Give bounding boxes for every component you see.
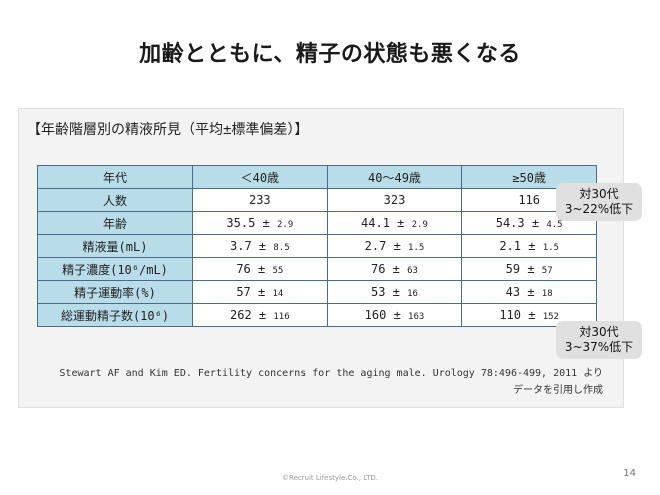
callout-total-motile: 対30代 3~37%低下	[556, 321, 642, 359]
cell-mean: 76	[236, 262, 251, 276]
header-cell: 年代	[37, 165, 193, 189]
cell-mean: 35.5	[226, 216, 256, 230]
cell-sd: 18	[541, 289, 553, 299]
row-label: 精子濃度(10⁶/mL)	[37, 257, 193, 281]
footer-copyright: ©Recruit Lifestyle.Co., LTD.	[281, 474, 379, 482]
cell-sd: 116	[273, 312, 290, 322]
table-cell: 2.1 ± 1.5	[461, 234, 597, 258]
cell-sd: 8.5	[273, 243, 290, 253]
table-header-row: 年代 ＜40歳 40〜49歳 ≥50歳	[37, 165, 597, 189]
table-cell: 76 ± 55	[192, 257, 328, 281]
cell-mean: 110	[499, 308, 522, 322]
row-label: 年齢	[37, 211, 193, 235]
row-label: 精液量(mL)	[37, 234, 193, 258]
cell-mean: 2.1	[499, 239, 522, 253]
callout-line-2: 3~22%低下	[564, 202, 634, 216]
cell-mean: 233	[248, 193, 271, 207]
slide-title: 加齢とともに、精子の状態も悪くなる	[139, 42, 521, 67]
cell-mean: 3.7	[230, 239, 252, 253]
cell-mean: 323	[383, 193, 406, 207]
cell-mean: 43	[505, 285, 521, 299]
table-row: 精子運動率(%) 57 ± 14 53 ± 16 43 ± 18	[37, 280, 597, 304]
table-cell: 233	[192, 188, 328, 212]
header-cell: ＜40歳	[192, 165, 328, 189]
panel-heading: 【年齢階層別の精液所見（平均±標準偏差）】	[27, 122, 309, 138]
cell-sd: 2.9	[411, 220, 428, 230]
cell-sd: 1.5	[542, 243, 559, 253]
table-cell: 3.7 ± 8.5	[192, 234, 328, 258]
table-cell: 2.7 ± 1.5	[326, 234, 463, 258]
row-label: 精子運動率(%)	[37, 280, 193, 304]
header-cell: ≥50歳	[461, 165, 597, 189]
cell-sd: 57	[541, 266, 553, 276]
table-cell: 323	[326, 188, 463, 212]
cell-sd: 152	[542, 312, 559, 322]
table-row: 人数 233 323 116	[37, 188, 597, 212]
cell-sd: 4.5	[546, 220, 563, 230]
cell-sd: 14	[272, 289, 284, 299]
table-cell: 262 ± 116	[192, 303, 328, 327]
cell-mean: 160	[364, 308, 387, 322]
cell-mean: 2.7	[364, 239, 387, 253]
table-panel: 【年齢階層別の精液所見（平均±標準偏差）】 年代 ＜40歳 40〜49歳 ≥50…	[18, 108, 624, 408]
semen-findings-table: 年代 ＜40歳 40〜49歳 ≥50歳 人数 233 323 116 年齢 35…	[37, 165, 597, 327]
cell-mean: 76	[370, 262, 386, 276]
citation: Stewart AF and Kim ED. Fertility concern…	[59, 365, 603, 399]
callout-line-2: 3~37%低下	[564, 340, 634, 354]
cell-mean: 54.3	[495, 216, 525, 230]
cell-mean: 59	[505, 262, 521, 276]
cell-mean: 53	[370, 285, 386, 299]
row-label: 総運動精子数(10⁶)	[37, 303, 193, 327]
page-number: 14	[623, 468, 636, 479]
cell-sd: 2.9	[276, 220, 294, 230]
table-cell: 76 ± 63	[326, 257, 463, 281]
table-row: 年齢 35.5 ± 2.9 44.1 ± 2.9 54.3 ± 4.5	[37, 211, 597, 235]
callout-line-1: 対30代	[579, 325, 619, 339]
table-cell: 35.5 ± 2.9	[192, 211, 328, 235]
callout-semen-volume: 対30代 3~22%低下	[556, 183, 642, 221]
citation-line-1: Stewart AF and Kim ED. Fertility concern…	[59, 368, 603, 379]
table-cell: 160 ± 163	[326, 303, 463, 327]
cell-mean: 262	[230, 308, 252, 322]
cell-mean: 57	[236, 285, 251, 299]
cell-sd: 16	[407, 289, 418, 299]
cell-mean: 44.1	[361, 216, 390, 230]
table-row: 精液量(mL) 3.7 ± 8.5 2.7 ± 1.5 2.1 ± 1.5	[37, 234, 597, 258]
cell-mean: 116	[518, 193, 540, 207]
cell-sd: 55	[272, 266, 284, 276]
table-cell: 44.1 ± 2.9	[326, 211, 463, 235]
header-cell: 40〜49歳	[326, 165, 463, 189]
cell-sd: 163	[408, 312, 425, 322]
cell-sd: 63	[407, 266, 418, 276]
table-cell: 59 ± 57	[461, 257, 597, 281]
table-row: 総運動精子数(10⁶) 262 ± 116 160 ± 163 110 ± 15…	[37, 303, 597, 327]
table-cell: 54.3 ± 4.5	[461, 211, 597, 235]
table-cell: 57 ± 14	[192, 280, 328, 304]
table-row: 精子濃度(10⁶/mL) 76 ± 55 76 ± 63 59 ± 57	[37, 257, 597, 281]
table-cell: 53 ± 16	[326, 280, 463, 304]
citation-line-2: データを引用し作成	[513, 385, 603, 396]
cell-sd: 1.5	[408, 243, 425, 253]
table-cell: 43 ± 18	[461, 280, 597, 304]
row-label: 人数	[37, 188, 193, 212]
callout-line-1: 対30代	[579, 187, 619, 201]
